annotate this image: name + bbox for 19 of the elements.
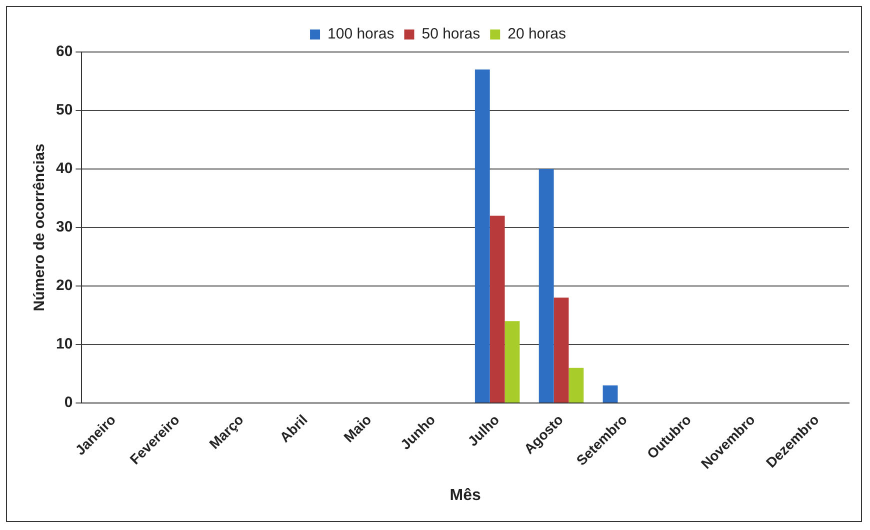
bar: [504, 321, 520, 402]
y-tick-label: 20: [56, 277, 73, 294]
y-tick-label: 40: [56, 160, 73, 178]
legend-label: 50 horas: [422, 26, 480, 43]
bar: [602, 385, 618, 402]
y-tick-label: 50: [56, 102, 73, 119]
bar: [554, 298, 569, 402]
bar: [474, 70, 490, 402]
y-tick-label: 0: [64, 394, 73, 412]
legend-label: 100 horas: [328, 26, 394, 43]
y-tick-label: 10: [56, 336, 73, 353]
x-axis-title: Mês: [450, 486, 482, 504]
y-tick-label: 30: [56, 218, 73, 236]
bar: [490, 216, 505, 402]
legend-label: 20 horas: [508, 26, 566, 43]
y-tick-label: 60: [56, 43, 73, 60]
y-axis-title: Número de ocorrências: [31, 144, 48, 312]
bar: [568, 368, 584, 402]
bar: [538, 168, 554, 402]
